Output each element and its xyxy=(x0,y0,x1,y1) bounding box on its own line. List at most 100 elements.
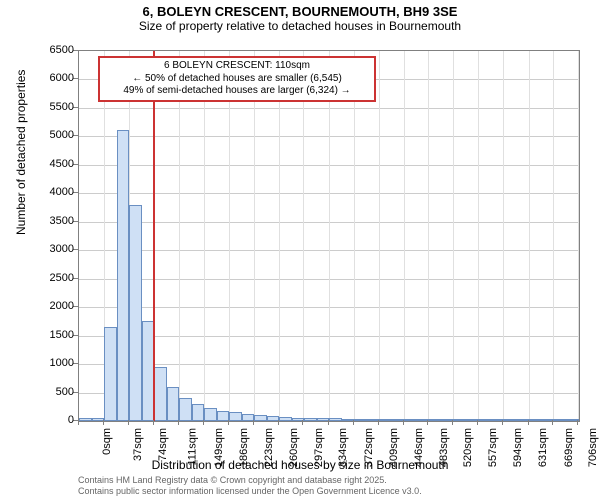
chart-subtitle: Size of property relative to detached ho… xyxy=(0,19,600,33)
x-tick-mark xyxy=(128,420,129,425)
y-tick-label: 4000 xyxy=(24,186,74,198)
x-tick-label: 631sqm xyxy=(537,428,549,467)
x-gridline xyxy=(204,51,205,421)
x-tick-mark xyxy=(302,420,303,425)
x-tick-mark xyxy=(103,420,104,425)
x-tick-mark xyxy=(253,420,254,425)
y-tick-label: 3000 xyxy=(24,243,74,255)
footnote-line2: Contains public sector information licen… xyxy=(78,486,422,496)
x-gridline xyxy=(553,51,554,421)
x-tick-label: 334sqm xyxy=(338,428,350,467)
histogram-bar xyxy=(404,419,417,421)
x-tick-label: 706sqm xyxy=(588,428,600,467)
x-tick-label: 594sqm xyxy=(512,428,524,467)
histogram-bar xyxy=(329,418,342,421)
x-tick-label: 223sqm xyxy=(263,428,275,467)
y-tick-label: 5500 xyxy=(24,101,74,113)
x-gridline xyxy=(529,51,530,421)
x-tick-mark xyxy=(452,420,453,425)
footnote-line1: Contains HM Land Registry data © Crown c… xyxy=(78,475,422,485)
histogram-bar xyxy=(354,419,367,421)
x-gridline xyxy=(453,51,454,421)
histogram-bar xyxy=(129,205,142,421)
x-gridline xyxy=(303,51,304,421)
y-tick-label: 500 xyxy=(24,386,74,398)
y-tick-label: 0 xyxy=(24,414,74,426)
annotation-box: 6 BOLEYN CRESCENT: 110sqm← 50% of detach… xyxy=(98,56,376,102)
x-tick-label: 0sqm xyxy=(101,428,113,455)
y-tick-label: 5000 xyxy=(24,129,74,141)
chart-title: 6, BOLEYN CRESCENT, BOURNEMOUTH, BH9 3SE xyxy=(0,4,600,19)
histogram-bar xyxy=(192,404,205,421)
y-tick-label: 3500 xyxy=(24,215,74,227)
histogram-bar xyxy=(279,417,292,421)
x-tick-mark xyxy=(427,420,428,425)
y-tick-label: 6000 xyxy=(24,72,74,84)
histogram-bar xyxy=(204,408,217,421)
x-tick-label: 111sqm xyxy=(186,428,198,466)
x-tick-label: 483sqm xyxy=(438,428,450,467)
x-tick-mark xyxy=(528,420,529,425)
x-tick-label: 446sqm xyxy=(413,428,425,467)
x-gridline xyxy=(229,51,230,421)
x-gridline xyxy=(428,51,429,421)
histogram-bar xyxy=(229,412,242,421)
histogram-bar xyxy=(254,415,267,421)
x-tick-mark xyxy=(178,420,179,425)
x-gridline xyxy=(279,51,280,421)
chart-footnote: Contains HM Land Registry data © Crown c… xyxy=(78,475,422,496)
x-gridline xyxy=(354,51,355,421)
histogram-bar xyxy=(504,419,517,421)
histogram-bar xyxy=(479,419,492,421)
histogram-bar xyxy=(104,327,117,421)
x-gridline xyxy=(179,51,180,421)
x-tick-label: 186sqm xyxy=(238,428,250,467)
x-tick-mark xyxy=(353,420,354,425)
x-gridline xyxy=(503,51,504,421)
histogram-bar xyxy=(117,130,130,421)
x-tick-mark xyxy=(328,420,329,425)
x-tick-label: 297sqm xyxy=(313,428,325,467)
histogram-bar xyxy=(167,387,180,421)
histogram-bar xyxy=(379,419,392,421)
x-gridline xyxy=(478,51,479,421)
x-tick-mark xyxy=(577,420,578,425)
histogram-bar xyxy=(529,419,542,421)
histogram-bar xyxy=(179,398,192,421)
x-tick-mark xyxy=(153,420,154,425)
x-tick-label: 520sqm xyxy=(463,428,475,467)
x-tick-mark xyxy=(403,420,404,425)
y-tick-label: 1500 xyxy=(24,329,74,341)
x-tick-mark xyxy=(502,420,503,425)
x-gridline xyxy=(404,51,405,421)
y-tick-label: 2500 xyxy=(24,272,74,284)
histogram-bar xyxy=(454,419,467,421)
x-tick-mark xyxy=(228,420,229,425)
x-tick-mark xyxy=(78,420,79,425)
plot-area xyxy=(78,50,580,422)
property-marker-line xyxy=(153,51,155,421)
x-tick-label: 409sqm xyxy=(388,428,400,467)
x-tick-mark xyxy=(477,420,478,425)
x-tick-label: 37sqm xyxy=(132,428,144,461)
x-gridline xyxy=(578,51,579,421)
x-tick-label: 372sqm xyxy=(363,428,375,467)
x-tick-label: 149sqm xyxy=(213,428,225,467)
annotation-line1: 6 BOLEYN CRESCENT: 110sqm xyxy=(104,60,370,73)
chart-container: 6, BOLEYN CRESCENT, BOURNEMOUTH, BH9 3SE… xyxy=(0,0,600,500)
x-tick-mark xyxy=(378,420,379,425)
x-tick-label: 557sqm xyxy=(487,428,499,467)
histogram-bar xyxy=(304,418,317,421)
x-gridline xyxy=(379,51,380,421)
x-gridline xyxy=(254,51,255,421)
x-tick-mark xyxy=(203,420,204,425)
y-tick-label: 2000 xyxy=(24,300,74,312)
annotation-line2: ← 50% of detached houses are smaller (6,… xyxy=(104,73,370,86)
x-tick-label: 669sqm xyxy=(563,428,575,467)
histogram-bar xyxy=(79,418,92,421)
histogram-bar xyxy=(429,419,442,421)
x-tick-mark xyxy=(278,420,279,425)
y-tick-label: 6500 xyxy=(24,44,74,56)
y-tick-label: 1000 xyxy=(24,357,74,369)
histogram-bar xyxy=(154,367,167,421)
